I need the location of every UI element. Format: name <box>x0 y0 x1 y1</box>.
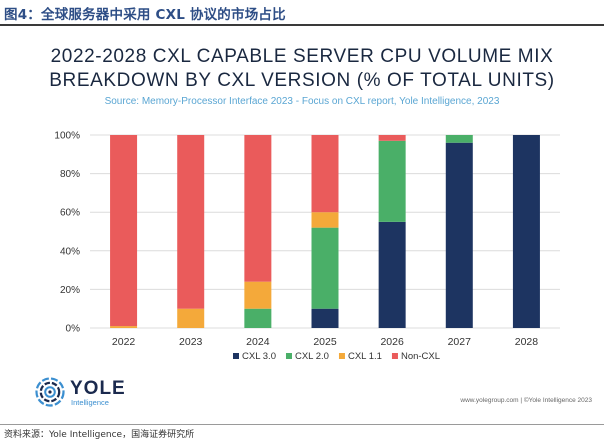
logo-wordmark: YOLE <box>70 378 126 399</box>
bar-cxl20-2024 <box>244 308 272 328</box>
copyright-credit: www.yolegroup.com | ©Yole Intelligence 2… <box>460 397 592 404</box>
legend-label-cxl11: CXL 1.1 <box>348 351 382 362</box>
y-tick-label: 80% <box>60 169 80 180</box>
y-tick-label: 40% <box>60 246 80 257</box>
bar-noncxl-2023 <box>177 135 205 309</box>
source-note: 资料来源：Yole Intelligence，国海证券研究所 <box>4 430 195 440</box>
yole-logo: YOLE Intelligence <box>34 376 164 412</box>
bar-noncxl-2022 <box>110 135 138 327</box>
chart-title-line-1: 2022-2028 CXL CAPABLE SERVER CPU VOLUME … <box>50 46 554 67</box>
bar-cxl11-2025 <box>311 212 339 228</box>
bar-cxl11-2022 <box>110 326 138 328</box>
bar-cxl11-2023 <box>177 308 205 328</box>
bar-cxl30-2026 <box>378 221 406 328</box>
x-tick-label: 2028 <box>515 336 539 348</box>
chart-title-line-2: BREAKDOWN BY CXL VERSION (% OF TOTAL UNI… <box>49 70 555 91</box>
bar-noncxl-2026 <box>378 135 406 141</box>
x-tick-label: 2026 <box>380 336 404 348</box>
legend-swatch-cxl11 <box>338 353 345 359</box>
bar-noncxl-2024 <box>244 135 272 282</box>
legend-swatch-cxl20 <box>285 353 292 359</box>
bar-cxl30-2028 <box>512 135 540 328</box>
x-tick-label: 2025 <box>313 336 337 348</box>
yole-logo-icon <box>35 377 65 407</box>
y-tick-label: 60% <box>60 208 80 219</box>
legend-label-cxl20: CXL 2.0 <box>295 351 329 362</box>
figure-header: 图4：全球服务器中采用 CXL 协议的市场占比 <box>0 0 604 26</box>
logo-tagline: Intelligence <box>71 398 109 407</box>
bar-cxl30-2025 <box>311 308 339 328</box>
y-tick-label: 20% <box>60 285 80 296</box>
legend-label-noncxl: Non-CXL <box>401 351 440 362</box>
stacked-bar-chart: 0% 20% 40% 60% 80% 100% 2022 2023 2024 2025 2026 20… <box>54 131 560 362</box>
legend-label-cxl30: CXL 3.0 <box>242 351 276 362</box>
legend-swatch-cxl30 <box>233 353 239 359</box>
legend-swatch-noncxl <box>391 353 398 359</box>
bar-cxl11-2024 <box>244 281 272 309</box>
bar-noncxl-2025 <box>311 135 339 213</box>
x-tick-label: 2023 <box>179 336 203 348</box>
x-tick-label: 2022 <box>112 336 136 348</box>
bar-cxl20-2025 <box>311 227 339 309</box>
chart-subtitle: Source: Memory-Processor Interface 2023 … <box>104 96 500 107</box>
y-tick-label: 100% <box>54 131 80 142</box>
x-tick-label: 2024 <box>246 336 270 348</box>
y-tick-label: 0% <box>66 324 81 335</box>
bar-cxl20-2027 <box>445 135 473 143</box>
figure-title: 图4：全球服务器中采用 CXL 协议的市场占比 <box>4 7 286 23</box>
bar-cxl20-2026 <box>378 140 406 222</box>
bar-cxl30-2027 <box>445 142 473 328</box>
x-tick-label: 2027 <box>448 336 472 348</box>
bottom-divider <box>0 424 604 425</box>
